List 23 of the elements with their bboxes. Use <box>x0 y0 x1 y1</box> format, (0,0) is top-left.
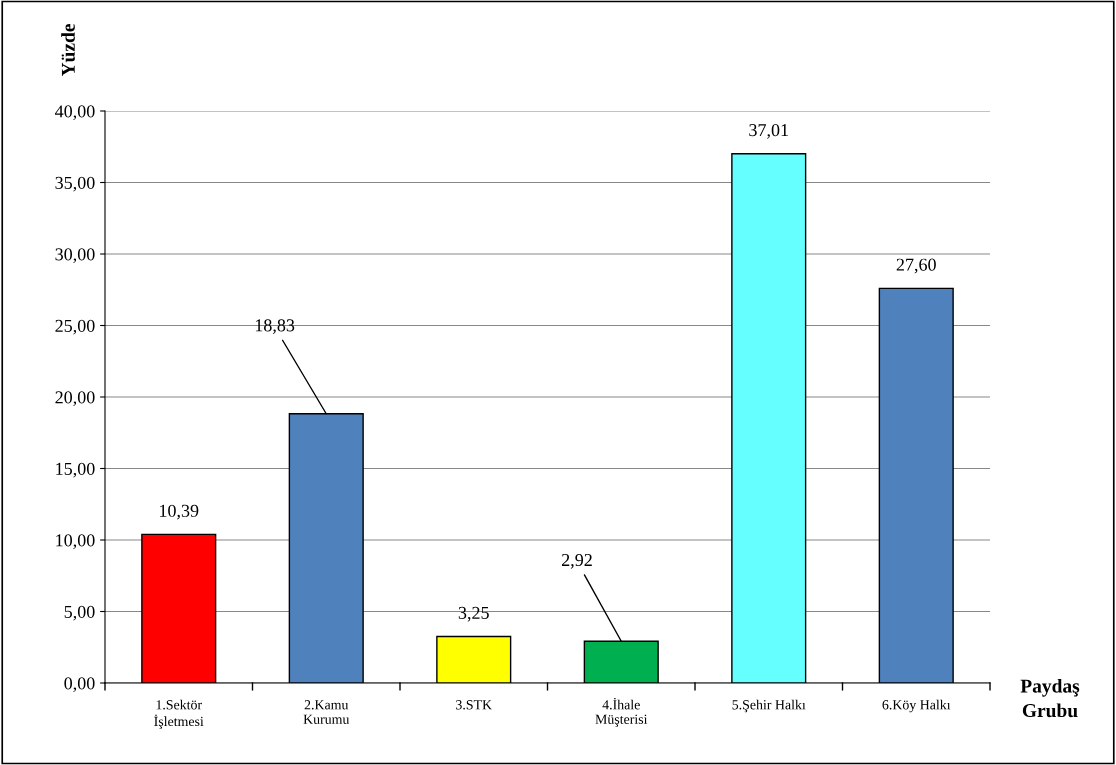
y-tick-label: 5,00 <box>64 605 95 621</box>
data-label: 37,01 <box>749 124 788 139</box>
data-label: 2,92 <box>561 553 592 569</box>
y-tick-label: 25,00 <box>55 319 95 335</box>
x-tick-label: 5.Şehir Halkı <box>732 699 806 713</box>
y-tick-label: 40,00 <box>55 105 95 121</box>
x-axis-title: Paydaş Grubu <box>1020 678 1080 718</box>
y-tick-label: 35,00 <box>55 176 95 192</box>
y-tick-label: 30,00 <box>55 248 95 264</box>
y-tick-label: 10,00 <box>56 534 95 550</box>
data-label: 27,60 <box>896 258 936 274</box>
data-label: 18,83 <box>255 319 295 335</box>
x-tick-label: 4.İhale Müşterisi <box>595 697 648 727</box>
x-tick-label: 1.Sektör İşletmesi <box>154 699 204 729</box>
x-tick-label: 6.Köy Halkı <box>882 699 951 713</box>
y-axis-title: Yüzde <box>61 24 75 77</box>
x-tick-label: 3.STK <box>456 700 492 710</box>
data-label: 3,25 <box>458 606 489 622</box>
x-tick-label: 2.Kamu Kurumu <box>303 700 350 724</box>
data-label: 10,39 <box>160 504 199 520</box>
y-tick-label: 20,00 <box>55 391 95 407</box>
y-tick-label: 0,00 <box>64 677 95 693</box>
y-tick-label: 15,00 <box>56 462 95 478</box>
